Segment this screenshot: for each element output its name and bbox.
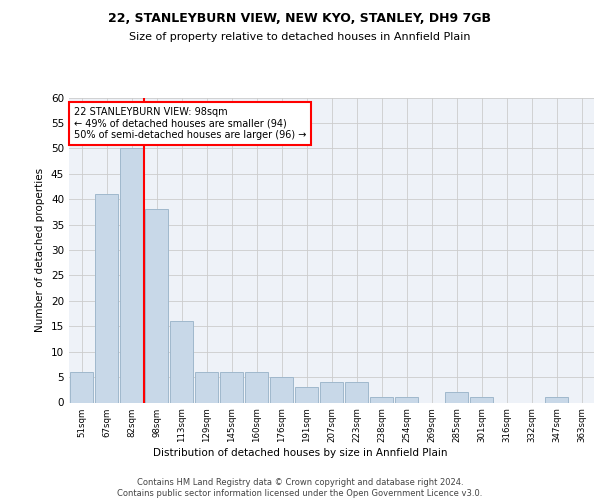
Bar [95, 194, 118, 402]
Bar [370, 398, 393, 402]
Bar [145, 210, 168, 402]
Bar [220, 372, 243, 402]
Bar [470, 398, 493, 402]
Bar [345, 382, 368, 402]
Text: Size of property relative to detached houses in Annfield Plain: Size of property relative to detached ho… [129, 32, 471, 42]
Bar [395, 398, 418, 402]
Bar [245, 372, 268, 402]
Text: Distribution of detached houses by size in Annfield Plain: Distribution of detached houses by size … [153, 448, 447, 458]
Bar [445, 392, 468, 402]
Text: Contains HM Land Registry data © Crown copyright and database right 2024.
Contai: Contains HM Land Registry data © Crown c… [118, 478, 482, 498]
Bar [70, 372, 93, 402]
Bar [195, 372, 218, 402]
Text: 22, STANLEYBURN VIEW, NEW KYO, STANLEY, DH9 7GB: 22, STANLEYBURN VIEW, NEW KYO, STANLEY, … [109, 12, 491, 26]
Bar [270, 377, 293, 402]
Bar [320, 382, 343, 402]
Y-axis label: Number of detached properties: Number of detached properties [35, 168, 46, 332]
Text: 22 STANLEYBURN VIEW: 98sqm
← 49% of detached houses are smaller (94)
50% of semi: 22 STANLEYBURN VIEW: 98sqm ← 49% of deta… [74, 106, 307, 140]
Bar [170, 321, 193, 402]
Bar [120, 148, 143, 402]
Bar [545, 398, 568, 402]
Bar [295, 387, 318, 402]
